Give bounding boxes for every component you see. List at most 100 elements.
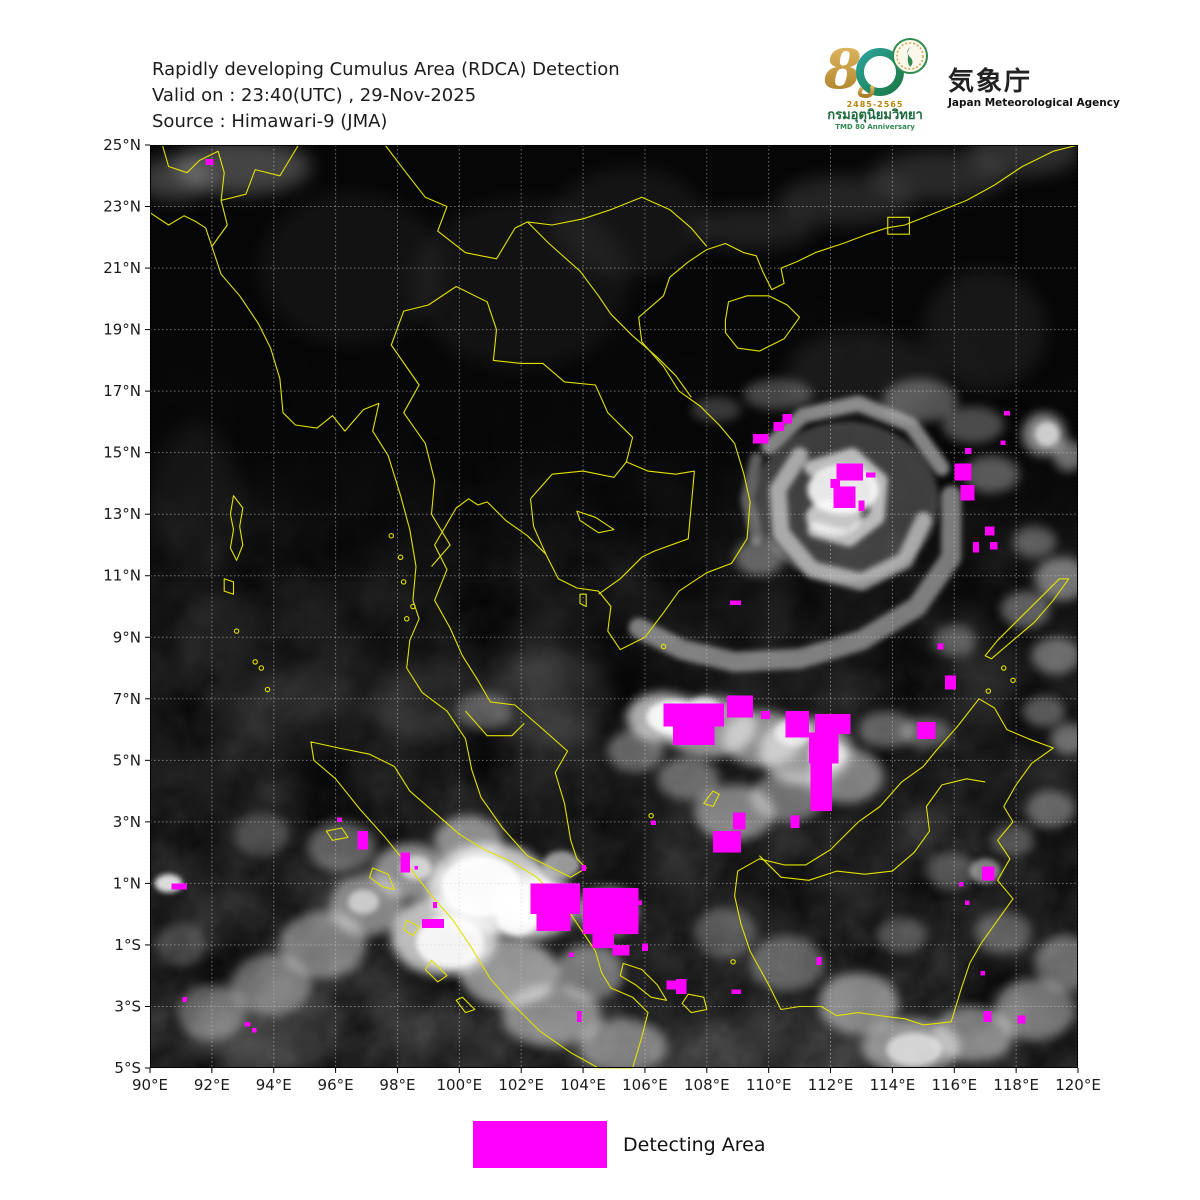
tmd-thai-name: กรมอุตุนิยมวิทยา <box>827 108 923 123</box>
detection-area <box>980 971 986 976</box>
coastline-path <box>759 778 986 881</box>
detection-area <box>612 944 630 956</box>
y-tick-label: 11°N <box>103 567 141 585</box>
island-outline <box>369 867 395 891</box>
detection-area <box>583 888 639 935</box>
coastline-path <box>465 710 525 737</box>
island-outline <box>403 919 420 937</box>
island-outline <box>703 790 720 808</box>
detections-layer <box>171 158 1026 1033</box>
y-tick-label: 19°N <box>103 321 141 339</box>
detection-area <box>833 486 856 509</box>
detection-area <box>414 865 419 870</box>
detection-area <box>1000 440 1006 445</box>
detection-area <box>730 600 741 605</box>
x-tick-label: 102°E <box>498 1076 544 1094</box>
islet-dot <box>388 532 395 539</box>
x-tick-label: 90°E <box>132 1076 168 1094</box>
detecting-area-swatch <box>473 1121 607 1168</box>
map-canvas: 90°E 92°E 94°E 96°E 98°E 100°E 102°E 104°E 106°E… <box>103 126 1101 1094</box>
jma-logo: U 気象庁 Japan Meteorological Agency <box>942 62 1120 126</box>
x-tick-label: 114°E <box>870 1076 916 1094</box>
detection-area <box>651 820 656 825</box>
islet-dot <box>730 959 736 965</box>
x-tick-label: 98°E <box>379 1076 415 1094</box>
islet-dot <box>1001 665 1007 671</box>
detection-area <box>965 448 972 455</box>
islet-dot <box>403 616 410 622</box>
detection-area <box>982 866 995 881</box>
island-outline <box>681 993 708 1014</box>
title-block: Rapidly developing Cumulus Area (RDCA) D… <box>152 57 620 135</box>
detection-area <box>675 978 687 995</box>
detection-area <box>858 500 865 512</box>
island-outline <box>579 593 587 608</box>
detection-area <box>944 675 956 690</box>
coastlines-layer <box>149 144 1079 1069</box>
satellite-map: 90°E 92°E 94°E 96°E 98°E 100°E 102°E 104°E 106°E… <box>103 126 1101 1094</box>
detection-area <box>830 478 840 489</box>
detection-area <box>712 831 741 853</box>
detection-area <box>866 472 876 478</box>
detection-area <box>731 989 741 995</box>
coastline-path <box>530 461 627 500</box>
islet-dot <box>397 554 404 561</box>
islet-dot <box>985 688 992 694</box>
island-outline <box>424 959 448 983</box>
detection-area <box>810 761 833 812</box>
detection-area <box>1017 1015 1026 1024</box>
detection-area <box>357 831 369 850</box>
coastline-path <box>527 196 708 247</box>
axes-labels: 90°E 92°E 94°E 96°E 98°E 100°E 102°E 104°E 106°E… <box>103 136 1101 1094</box>
x-tick-label: 92°E <box>194 1076 230 1094</box>
region-box-outline <box>887 216 910 235</box>
coastline-path <box>390 286 457 567</box>
detection-area <box>244 1021 251 1027</box>
islet-dot <box>264 686 271 693</box>
tmd-80-emblem-icon: 8 <box>823 37 928 101</box>
y-tick-label: 5°S <box>114 1059 141 1077</box>
detection-area <box>433 901 437 909</box>
detection-area <box>581 864 587 872</box>
island-outline <box>984 578 1070 660</box>
islet-dot <box>233 628 240 634</box>
x-tick-label: 96°E <box>318 1076 354 1094</box>
detection-area <box>972 541 980 553</box>
detection-area <box>182 997 188 1002</box>
x-tick-label: 94°E <box>256 1076 292 1094</box>
detection-area <box>663 703 724 727</box>
detection-area <box>836 463 864 481</box>
y-tick-label: 1°N <box>113 874 141 892</box>
detection-area <box>252 1028 257 1033</box>
islet-dot <box>410 603 416 610</box>
legend-label: Detecting Area <box>623 1133 766 1156</box>
detection-area <box>666 980 676 990</box>
y-tick-label: 23°N <box>103 198 141 216</box>
detection-area <box>400 852 410 873</box>
detection-area <box>960 484 975 501</box>
island-outline <box>223 578 235 595</box>
tmd-years-label: 2485-2565 <box>846 100 904 109</box>
island-outline <box>310 741 649 1069</box>
island-outline <box>455 996 476 1014</box>
x-tick-label: 110°E <box>746 1076 792 1094</box>
detection-area <box>917 721 936 739</box>
detection-area <box>592 934 614 949</box>
detection-area <box>989 541 998 550</box>
tmd-80th-anniversary-logo: 8 2485-2565 กรมอุตุนิยมวิทยา TMD 80 Anni… <box>810 36 940 142</box>
island-outline <box>229 495 244 561</box>
page-title: Rapidly developing Cumulus Area (RDCA) D… <box>152 59 620 80</box>
detection-area <box>641 943 649 952</box>
tmd-anniversary-label: TMD 80 Anniversary <box>835 123 915 131</box>
x-tick-label: 106°E <box>622 1076 668 1094</box>
detection-area <box>773 421 785 432</box>
detection-area <box>569 952 574 958</box>
detection-area <box>753 434 769 444</box>
detection-area <box>536 912 571 932</box>
x-tick-label: 116°E <box>931 1076 977 1094</box>
svg-text:8: 8 <box>823 37 862 98</box>
detection-area <box>760 711 771 719</box>
y-tick-label: 1°S <box>114 936 141 954</box>
detection-area <box>785 711 809 738</box>
